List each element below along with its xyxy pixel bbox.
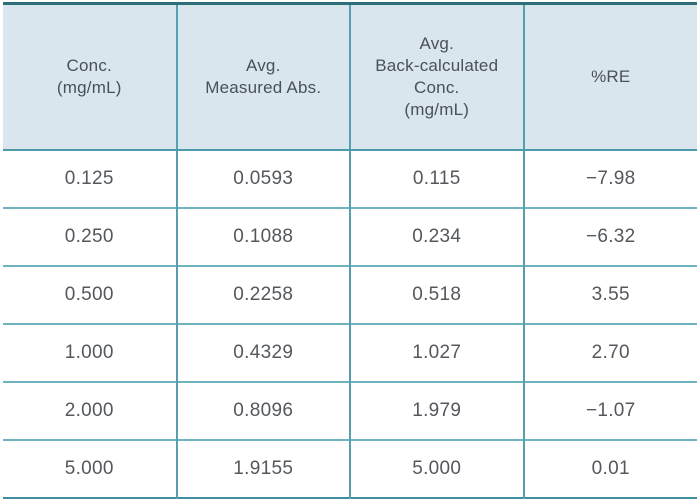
column-header-percent-re: %RE	[523, 3, 697, 151]
table-row: 1.000 0.4329 1.027 2.70	[3, 323, 697, 382]
cell-percent-re: −6.32	[523, 207, 697, 266]
cell-conc: 0.125	[3, 150, 178, 208]
cell-measured-abs: 0.2258	[176, 265, 351, 324]
table-row: 2.000 0.8096 1.979 −1.07	[3, 381, 697, 440]
cell-measured-abs: 0.8096	[176, 381, 351, 440]
table-row: 5.000 1.9155 5.000 0.01	[3, 439, 697, 498]
cell-conc: 2.000	[3, 381, 178, 440]
column-header-conc: Conc. (mg/mL)	[3, 3, 178, 151]
cell-percent-re: −7.98	[523, 150, 697, 208]
column-header-avg-back-calculated-conc: Avg. Back-calculated Conc. (mg/mL)	[350, 3, 525, 151]
cell-back-calculated-conc: 5.000	[350, 439, 525, 498]
cell-back-calculated-conc: 0.115	[350, 150, 525, 208]
cell-measured-abs: 0.4329	[176, 323, 351, 382]
table-row: 0.125 0.0593 0.115 −7.98	[3, 150, 697, 208]
cell-percent-re: 2.70	[523, 323, 697, 382]
cell-conc: 0.250	[3, 207, 178, 266]
table-body: 0.125 0.0593 0.115 −7.98 0.250 0.1088 0.…	[3, 150, 697, 498]
cell-percent-re: 3.55	[523, 265, 697, 324]
cell-conc: 1.000	[3, 323, 178, 382]
cell-back-calculated-conc: 1.979	[350, 381, 525, 440]
cell-conc: 0.500	[3, 265, 178, 324]
cell-back-calculated-conc: 1.027	[350, 323, 525, 382]
table-header: Conc. (mg/mL) Avg. Measured Abs. Avg. Ba…	[3, 3, 697, 151]
cell-conc: 5.000	[3, 439, 178, 498]
cell-measured-abs: 0.1088	[176, 207, 351, 266]
table-row: 0.500 0.2258 0.518 3.55	[3, 265, 697, 324]
cell-measured-abs: 1.9155	[176, 439, 351, 498]
cell-measured-abs: 0.0593	[176, 150, 351, 208]
cell-back-calculated-conc: 0.518	[350, 265, 525, 324]
cell-percent-re: −1.07	[523, 381, 697, 440]
header-row: Conc. (mg/mL) Avg. Measured Abs. Avg. Ba…	[3, 3, 697, 151]
calibration-results-table: Conc. (mg/mL) Avg. Measured Abs. Avg. Ba…	[3, 2, 697, 499]
table-row: 0.250 0.1088 0.234 −6.32	[3, 207, 697, 266]
cell-back-calculated-conc: 0.234	[350, 207, 525, 266]
cell-percent-re: 0.01	[523, 439, 697, 498]
column-header-avg-measured-abs: Avg. Measured Abs.	[176, 3, 351, 151]
